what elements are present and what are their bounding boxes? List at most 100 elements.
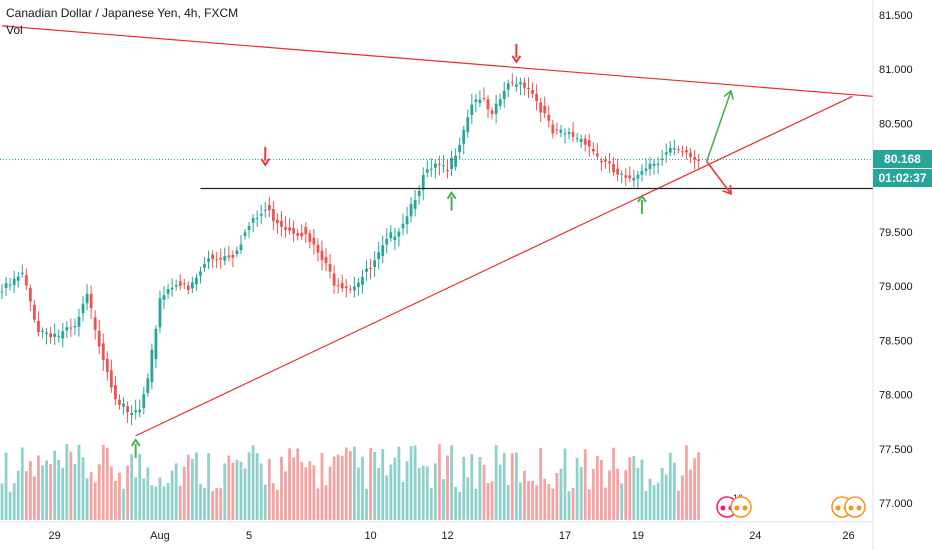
bar-countdown-tag: 01:02:37 xyxy=(873,169,932,188)
volume-bar xyxy=(535,485,539,520)
candle xyxy=(348,288,352,290)
volume-bar xyxy=(656,482,660,520)
volume-bars xyxy=(0,444,701,520)
candle xyxy=(644,168,648,171)
volume-bar xyxy=(397,446,401,520)
candle xyxy=(207,258,210,262)
volume-bar xyxy=(587,489,591,520)
volume-bar xyxy=(304,467,308,520)
volume-bar xyxy=(446,455,449,520)
volume-bar xyxy=(676,490,680,520)
volume-bar xyxy=(373,451,377,520)
candle xyxy=(417,190,421,197)
volume-bar xyxy=(158,477,162,520)
volume-bar xyxy=(316,488,320,520)
candle xyxy=(458,144,462,153)
candle xyxy=(4,283,8,288)
volume-bar xyxy=(142,478,146,520)
volume-bar xyxy=(105,447,109,520)
volume-bar xyxy=(203,488,206,520)
volume-bar xyxy=(227,455,231,520)
candle xyxy=(324,256,328,264)
volume-bar xyxy=(81,457,85,520)
volume-bar xyxy=(433,463,437,520)
candle xyxy=(555,129,559,131)
candle xyxy=(69,327,73,329)
volume-bar xyxy=(276,489,279,520)
candle xyxy=(470,104,474,115)
volume-bar xyxy=(438,444,441,520)
volume-indicator-label[interactable]: Vol xyxy=(6,23,23,37)
candle xyxy=(604,159,607,162)
volume-bar xyxy=(138,453,142,520)
volume-bar xyxy=(604,487,607,520)
volume-bar xyxy=(292,457,296,520)
volume-bar xyxy=(97,464,101,520)
candle xyxy=(109,370,113,388)
volume-bar xyxy=(199,483,202,520)
candle xyxy=(28,287,32,302)
volume-bar xyxy=(640,459,644,520)
candle xyxy=(357,282,360,287)
volume-bar xyxy=(470,454,474,520)
volume-bar xyxy=(357,467,360,520)
projection-up-arrow xyxy=(705,89,734,162)
volume-bar xyxy=(122,488,125,520)
candle xyxy=(150,349,154,383)
volume-bar xyxy=(551,488,555,520)
up-arrow-marker xyxy=(637,194,647,214)
candle xyxy=(134,410,138,413)
last-price-tag: 80.168 xyxy=(873,150,932,169)
candle xyxy=(259,213,263,216)
candle xyxy=(8,284,12,286)
volume-bar xyxy=(219,488,223,520)
volume-bar xyxy=(41,465,44,520)
candle xyxy=(559,129,563,133)
candle xyxy=(170,287,174,290)
volume-bar xyxy=(93,482,97,520)
candle xyxy=(158,298,162,328)
candle xyxy=(660,158,664,160)
symbol-title[interactable]: Canadian Dollar / Japanese Yen, 4h, FXCM xyxy=(6,6,239,20)
volume-bar xyxy=(308,461,312,520)
volume-bar xyxy=(211,491,215,520)
volume-bar xyxy=(186,454,190,520)
volume-bar xyxy=(0,483,4,520)
volume-bar xyxy=(361,456,364,520)
candle xyxy=(676,149,680,151)
volume-bar xyxy=(267,458,271,520)
volume-bar xyxy=(502,452,506,520)
candle xyxy=(276,219,279,224)
candle xyxy=(243,232,247,236)
volume-bar xyxy=(681,475,684,520)
candle xyxy=(466,117,470,133)
candle xyxy=(571,132,575,137)
volume-bar xyxy=(215,487,219,520)
volume-bar xyxy=(182,466,186,520)
candle xyxy=(478,99,482,104)
volume-bar xyxy=(69,451,73,520)
candle xyxy=(587,140,591,147)
candle xyxy=(369,267,372,270)
candle xyxy=(271,209,275,221)
volume-bar xyxy=(312,465,316,520)
candle xyxy=(93,317,97,330)
candle xyxy=(49,333,53,338)
volume-bar xyxy=(73,464,77,520)
volume-bar xyxy=(126,465,129,520)
volume-bar xyxy=(547,484,551,520)
volume-bar xyxy=(409,446,413,520)
candle xyxy=(668,148,672,153)
volume-bar xyxy=(514,452,518,520)
volume-bar xyxy=(450,445,453,520)
volume-bar xyxy=(101,444,105,520)
candle xyxy=(255,218,259,220)
candle xyxy=(235,250,239,254)
volume-bar xyxy=(33,476,36,520)
candle xyxy=(579,139,583,142)
down-arrow-marker xyxy=(511,43,522,64)
candle xyxy=(219,257,223,260)
candle xyxy=(89,293,93,309)
dividend-event-badge xyxy=(844,496,866,518)
